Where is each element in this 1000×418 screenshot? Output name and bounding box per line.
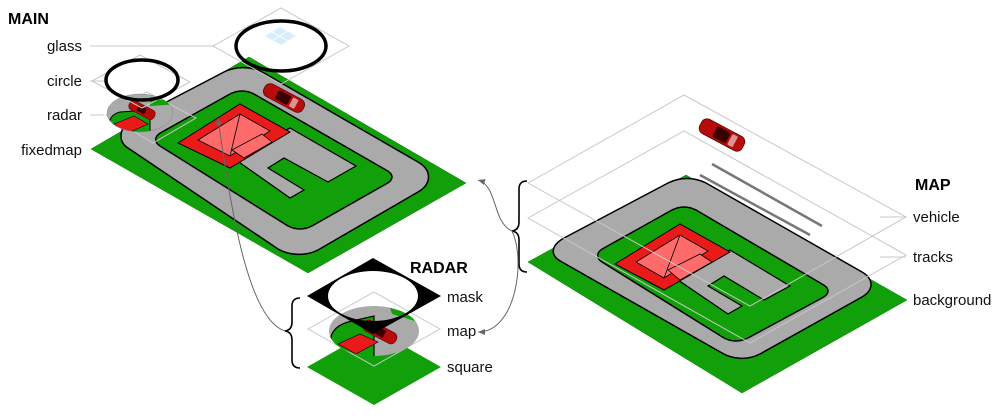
flow-arrow-radar-to-main — [215, 117, 286, 332]
map-group-title: MAP — [915, 177, 951, 194]
mask-layer — [307, 258, 441, 334]
square-layer — [307, 329, 441, 405]
radar-group-title: RADAR — [410, 260, 468, 277]
house-icon — [176, 103, 291, 169]
glass-icon — [265, 27, 296, 45]
house-icon — [613, 223, 732, 291]
layer-label-tracks: tracks — [913, 249, 953, 266]
car-icon — [263, 83, 305, 113]
layer-label-radar: radar — [47, 107, 82, 124]
circle-layer — [90, 54, 192, 109]
layer-label-glass: glass — [47, 38, 82, 55]
map-brace — [511, 180, 528, 273]
flow-arrow-map-to-fixedmap — [477, 179, 513, 232]
layer-label-square: square — [447, 359, 493, 376]
layer-label-map: map — [447, 323, 476, 340]
layer-label-background: background — [913, 292, 991, 309]
fixedmap-layer — [90, 56, 467, 274]
car-icon — [698, 118, 746, 152]
flow-arrow-map-to-radarmap — [477, 230, 519, 335]
tracks-layer — [526, 130, 908, 344]
radar-group: RADAR mask map — [284, 258, 493, 405]
layer-label-circle: circle — [47, 73, 82, 90]
main-group-title: MAIN — [8, 11, 49, 28]
radar-brace — [284, 297, 301, 369]
background-layer — [527, 174, 908, 394]
layer-label-mask: mask — [447, 289, 483, 306]
map-group: MAP — [511, 94, 991, 394]
layer-label-vehicle: vehicle — [913, 209, 960, 226]
glass-layer — [211, 7, 351, 85]
layer-label-fixedmap: fixedmap — [21, 142, 82, 159]
main-group: MAIN — [8, 7, 467, 274]
